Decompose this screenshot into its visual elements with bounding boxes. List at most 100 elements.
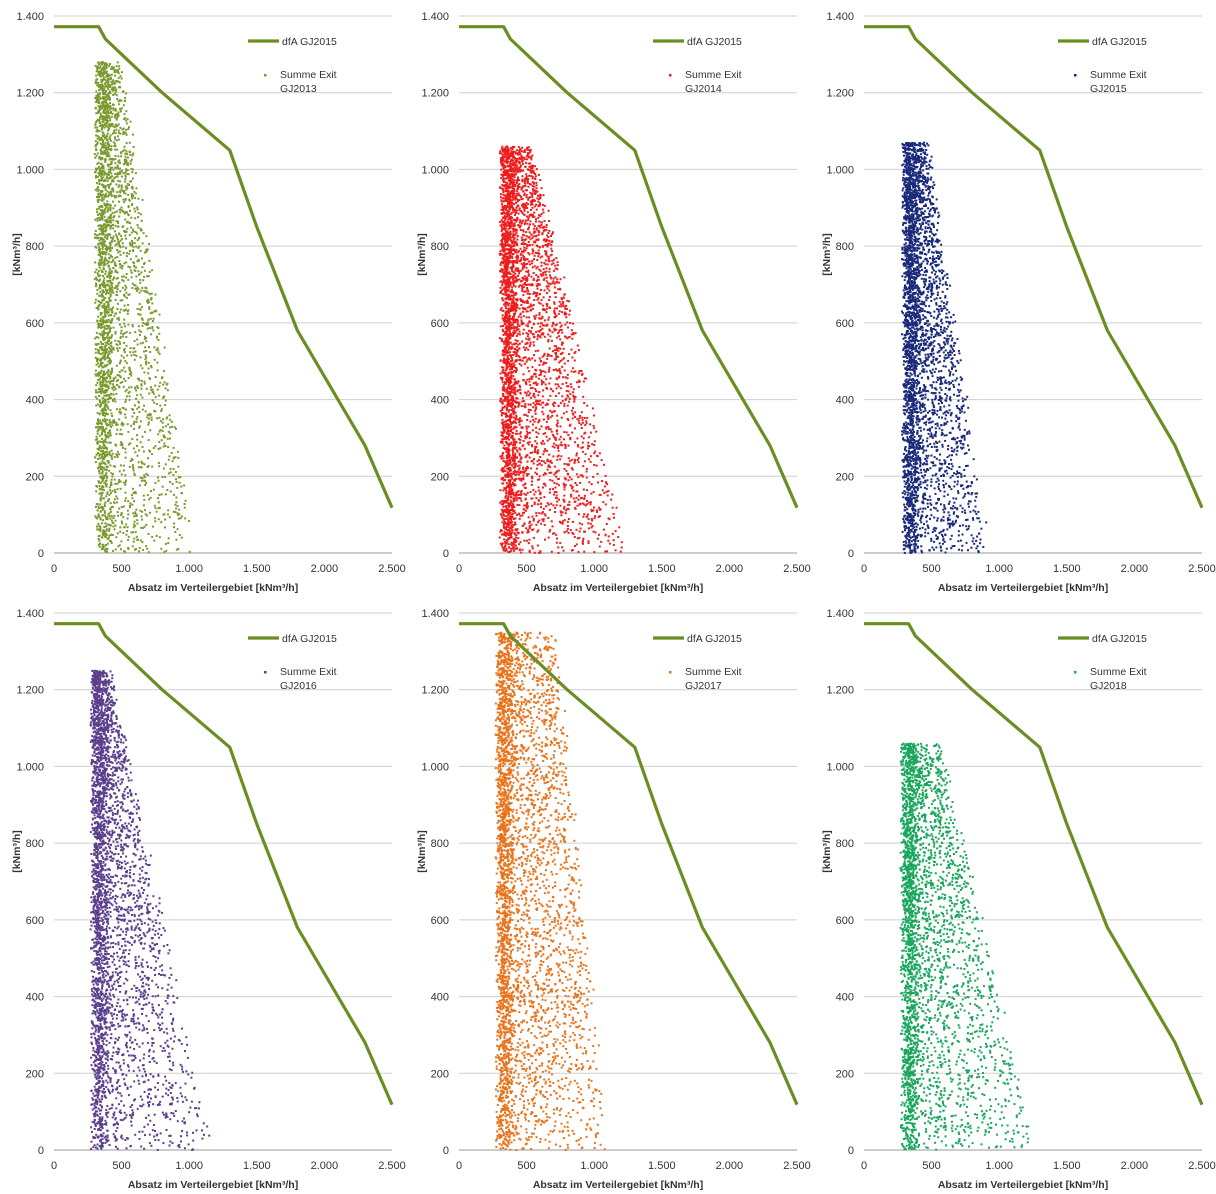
- scatter-point: [102, 61, 105, 64]
- scatter-point: [102, 373, 105, 376]
- scatter-point: [106, 220, 108, 223]
- scatter-point: [567, 531, 570, 534]
- scatter-point: [102, 97, 105, 100]
- scatter-point: [102, 381, 105, 384]
- scatter-point: [167, 509, 170, 512]
- scatter-point: [175, 480, 178, 483]
- scatter-point: [108, 95, 111, 98]
- scatter-point: [125, 331, 128, 334]
- scatter-point: [565, 304, 568, 307]
- scatter-point: [99, 425, 102, 428]
- scatter-point: [143, 498, 146, 501]
- scatter-point: [98, 542, 101, 545]
- scatter-point: [98, 453, 101, 456]
- scatter-point: [115, 210, 118, 213]
- scatter-point: [550, 277, 553, 280]
- scatter-point: [102, 73, 105, 76]
- scatter-point: [501, 401, 504, 404]
- scatter-point: [95, 99, 98, 101]
- scatter-point: [109, 157, 112, 160]
- scatter-point: [125, 92, 128, 95]
- scatter-point: [163, 436, 166, 439]
- scatter-point: [538, 268, 541, 271]
- scatter-point: [524, 504, 527, 507]
- scatter-point: [97, 365, 100, 368]
- scatter-point: [110, 540, 112, 543]
- scatter-point: [124, 481, 127, 484]
- scatter-point: [124, 192, 127, 195]
- scatter-point: [110, 162, 113, 165]
- scatter-point: [110, 80, 113, 83]
- scatter-point: [109, 244, 112, 247]
- scatter-point: [512, 451, 514, 454]
- scatter-point: [98, 446, 101, 449]
- scatter-point: [106, 311, 109, 314]
- scatter-point: [534, 412, 537, 415]
- scatter-point: [568, 500, 571, 503]
- scatter-point: [572, 388, 575, 391]
- scatter-point: [96, 84, 99, 87]
- scatter-point: [109, 502, 112, 505]
- scatter-point: [109, 371, 112, 374]
- scatter-point: [116, 482, 119, 485]
- scatter-point: [502, 482, 504, 485]
- scatter-point: [128, 331, 131, 334]
- scatter-point: [102, 131, 105, 134]
- scatter-point: [511, 481, 514, 484]
- scatter-point: [122, 356, 125, 359]
- scatter-point: [155, 335, 158, 338]
- scatter-point: [157, 447, 160, 450]
- scatter-point: [109, 272, 112, 275]
- scatter-point: [96, 362, 99, 365]
- scatter-point: [500, 290, 502, 293]
- scatter-point: [601, 480, 603, 482]
- scatter-point: [163, 346, 166, 349]
- scatter-point: [101, 247, 104, 250]
- scatter-point: [505, 517, 508, 520]
- scatter-point: [113, 528, 116, 531]
- scatter-point: [109, 254, 112, 257]
- scatter-point: [146, 466, 149, 468]
- scatter-point: [105, 517, 108, 520]
- y-tick-label: 400: [26, 395, 44, 407]
- scatter-point: [568, 300, 571, 303]
- scatter-point: [114, 376, 117, 379]
- scatter-point: [520, 489, 523, 492]
- scatter-point: [100, 214, 103, 217]
- scatter-point: [145, 287, 148, 290]
- scatter-point: [94, 171, 97, 174]
- scatter-point: [130, 457, 133, 460]
- scatter-point: [517, 380, 520, 383]
- scatter-point: [575, 496, 578, 499]
- scatter-point: [158, 352, 161, 355]
- scatter-point: [500, 230, 503, 232]
- scatter-point: [502, 412, 505, 415]
- scatter-point: [546, 287, 549, 290]
- scatter-point: [106, 138, 109, 141]
- scatter-point: [104, 85, 107, 88]
- scatter-point: [129, 243, 131, 246]
- scatter-point: [99, 384, 102, 386]
- scatter-point: [590, 517, 593, 520]
- scatter-point: [505, 395, 508, 398]
- scatter-point: [533, 254, 536, 257]
- scatter-point: [554, 276, 557, 279]
- scatter-point: [110, 350, 113, 353]
- scatter-point: [145, 337, 147, 340]
- scatter-point: [125, 133, 128, 136]
- scatter-point: [561, 331, 564, 334]
- scatter-point: [108, 98, 111, 101]
- scatter-point: [98, 448, 100, 451]
- scatter-point: [122, 280, 125, 283]
- scatter-point: [119, 359, 122, 362]
- scatter-point: [104, 346, 107, 349]
- scatter-point: [105, 90, 107, 92]
- scatter-point: [152, 447, 155, 449]
- scatter-point: [118, 184, 121, 187]
- scatter-point: [97, 403, 100, 406]
- scatter-point: [105, 383, 108, 386]
- scatter-point: [162, 434, 165, 437]
- scatter-point: [117, 129, 120, 132]
- scatter-point: [95, 404, 98, 407]
- scatter-point: [94, 298, 97, 301]
